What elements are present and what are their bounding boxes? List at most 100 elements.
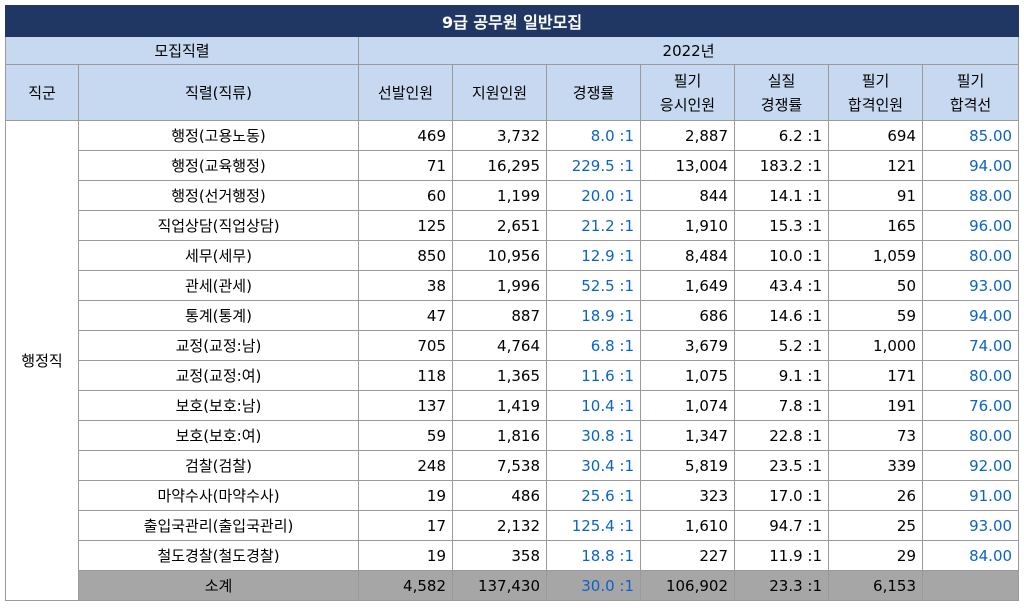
table-row: 보호(보호:여) 59 1,816 30.8 :1 1,347 22.8 :1 73 80.0… [6,420,1020,451]
real-ratio-cell: 9.1 :1 [734,360,829,391]
ratio-cell: 229.5 :1 [546,150,641,181]
ratio-cell: 11.6 :1 [546,360,641,391]
real-ratio-cell: 183.2 :1 [734,150,829,181]
subtotal-exam-takers-cell: 106,902 [640,570,735,601]
real-ratio-cell: 6.2 :1 [734,120,829,151]
real-ratio-cell: 10.0 :1 [734,240,829,271]
table-row: 행정직 행정(고용노동) 469 3,732 8.0 :1 2,887 6.2 :1 694 8… [5,120,1020,601]
subtotal-passed-cell: 6,153 [828,570,923,601]
exam-takers-cell: 8,484 [640,240,735,271]
subtotal-selected-cell: 4,582 [358,570,453,601]
job-name-cell: 마약수사(마약수사) [78,480,359,511]
ratio-cell: 18.9 :1 [546,300,641,331]
job-name-cell: 철도경찰(철도경찰) [78,540,359,571]
selected-cell: 248 [358,450,453,481]
exam-takers-cell: 1,910 [640,210,735,241]
table-row: 철도경찰(철도경찰) 19 358 18.8 :1 227 11.9 :1 29 84.00 [6,540,1020,571]
passed-cell: 91 [828,180,923,211]
table-row: 보호(보호:남) 137 1,419 10.4 :1 1,074 7.8 :1 191 76.… [6,390,1020,421]
job-name-cell: 검찰(검찰) [78,450,359,481]
job-name-cell: 행정(고용노동) [78,120,359,151]
job-name-cell: 교정(교정:여) [78,360,359,391]
col-ratio-header: 경쟁률 [546,64,641,121]
table-title: 9급 공무원 일반모집 [4,5,1020,37]
table-row: 마약수사(마약수사) 19 486 25.6 :1 323 17.0 :1 26 91.00 [6,480,1020,511]
exam-takers-cell: 2,887 [640,120,735,151]
exam-takers-cell: 686 [640,300,735,331]
subtotal-row: 소계 4,582 137,430 30.0 :1 106,902 23.3 :1 6,153 [6,570,1020,601]
table-row: 검찰(검찰) 248 7,538 30.4 :1 5,819 23.5 :1 339 92.0… [6,450,1020,481]
col-applicants-header: 지원인원 [452,64,547,121]
selected-cell: 59 [358,420,453,451]
passed-cell: 191 [828,390,923,421]
exam-takers-cell: 323 [640,480,735,511]
ratio-cell: 125.4 :1 [546,510,641,541]
cutoff-cell: 85.00 [921,120,1020,151]
cutoff-cell: 91.00 [921,480,1020,511]
ratio-cell: 30.8 :1 [546,420,641,451]
ratio-cell: 10.4 :1 [546,390,641,421]
real-ratio-cell: 94.7 :1 [734,510,829,541]
selected-cell: 469 [358,120,453,151]
selected-cell: 71 [358,150,453,181]
applicants-cell: 16,295 [452,150,547,181]
applicants-cell: 1,816 [452,420,547,451]
table-row: 직업상담(직업상담) 125 2,651 21.2 :1 1,910 15.3 :1 165… [6,210,1020,241]
exam-takers-cell: 1,075 [640,360,735,391]
selected-cell: 137 [358,390,453,421]
real-ratio-cell: 15.3 :1 [734,210,829,241]
passed-cell: 29 [828,540,923,571]
job-group-cell: 행정직 [5,120,79,601]
selected-cell: 38 [358,270,453,301]
subtotal-ratio-cell: 30.0 :1 [546,570,641,601]
exam-takers-cell: 844 [640,180,735,211]
exam-takers-cell: 1,074 [640,390,735,421]
job-name-cell: 행정(선거행정) [78,180,359,211]
table-row: 관세(관세) 38 1,996 52.5 :1 1,649 43.4 :1 50 93.00 [6,270,1020,301]
ratio-cell: 21.2 :1 [546,210,641,241]
applicants-cell: 1,365 [452,360,547,391]
real-ratio-cell: 17.0 :1 [734,480,829,511]
subtotal-label: 소계 [78,570,359,601]
col-exam-takers-header: 필기 응시인원 [640,64,735,121]
selected-cell: 19 [358,480,453,511]
col-group-header: 직군 [5,64,79,121]
selected-cell: 17 [358,510,453,541]
job-name-cell: 출입국관리(출입국관리) [78,510,359,541]
table-row: 교정(교정:남) 705 4,764 6.8 :1 3,679 5.2 :1 1,000 74… [6,330,1020,361]
cutoff-cell: 84.00 [921,540,1020,571]
ratio-cell: 52.5 :1 [546,270,641,301]
selected-cell: 60 [358,180,453,211]
passed-cell: 694 [828,120,923,151]
selected-cell: 118 [358,360,453,391]
applicants-cell: 887 [452,300,547,331]
passed-cell: 26 [828,480,923,511]
recruitment-table: 9급 공무원 일반모집 모집직렬 2022년 직군 직렬(직류) 선발인원 지원인원 경… [4,5,1020,601]
cutoff-cell: 92.00 [921,450,1020,481]
real-ratio-cell: 7.8 :1 [734,390,829,421]
col-real-ratio-header: 실질 경쟁률 [734,64,829,121]
exam-takers-cell: 3,679 [640,330,735,361]
passed-cell: 73 [828,420,923,451]
applicants-cell: 4,764 [452,330,547,361]
job-name-cell: 직업상담(직업상담) [78,210,359,241]
real-ratio-cell: 11.9 :1 [734,540,829,571]
job-name-cell: 보호(보호:여) [78,420,359,451]
subtotal-applicants-cell: 137,430 [452,570,547,601]
passed-cell: 1,059 [828,240,923,271]
subtotal-cutoff-cell [921,570,1020,601]
exam-takers-cell: 5,819 [640,450,735,481]
passed-cell: 339 [828,450,923,481]
real-ratio-cell: 5.2 :1 [734,330,829,361]
table-row: 교정(교정:여) 118 1,365 11.6 :1 1,075 9.1 :1 171 80.… [6,360,1020,391]
passed-cell: 165 [828,210,923,241]
ratio-cell: 25.6 :1 [546,480,641,511]
applicants-cell: 358 [452,540,547,571]
cutoff-cell: 94.00 [921,300,1020,331]
table-row: 출입국관리(출입국관리) 17 2,132 125.4 :1 1,610 94.7 :1 2… [6,510,1020,541]
applicants-cell: 2,132 [452,510,547,541]
real-ratio-cell: 43.4 :1 [734,270,829,301]
table-row: 행정(교육행정) 71 16,295 229.5 :1 13,004 183.2 :1 12… [6,150,1020,181]
ratio-cell: 20.0 :1 [546,180,641,211]
cutoff-cell: 88.00 [921,180,1020,211]
